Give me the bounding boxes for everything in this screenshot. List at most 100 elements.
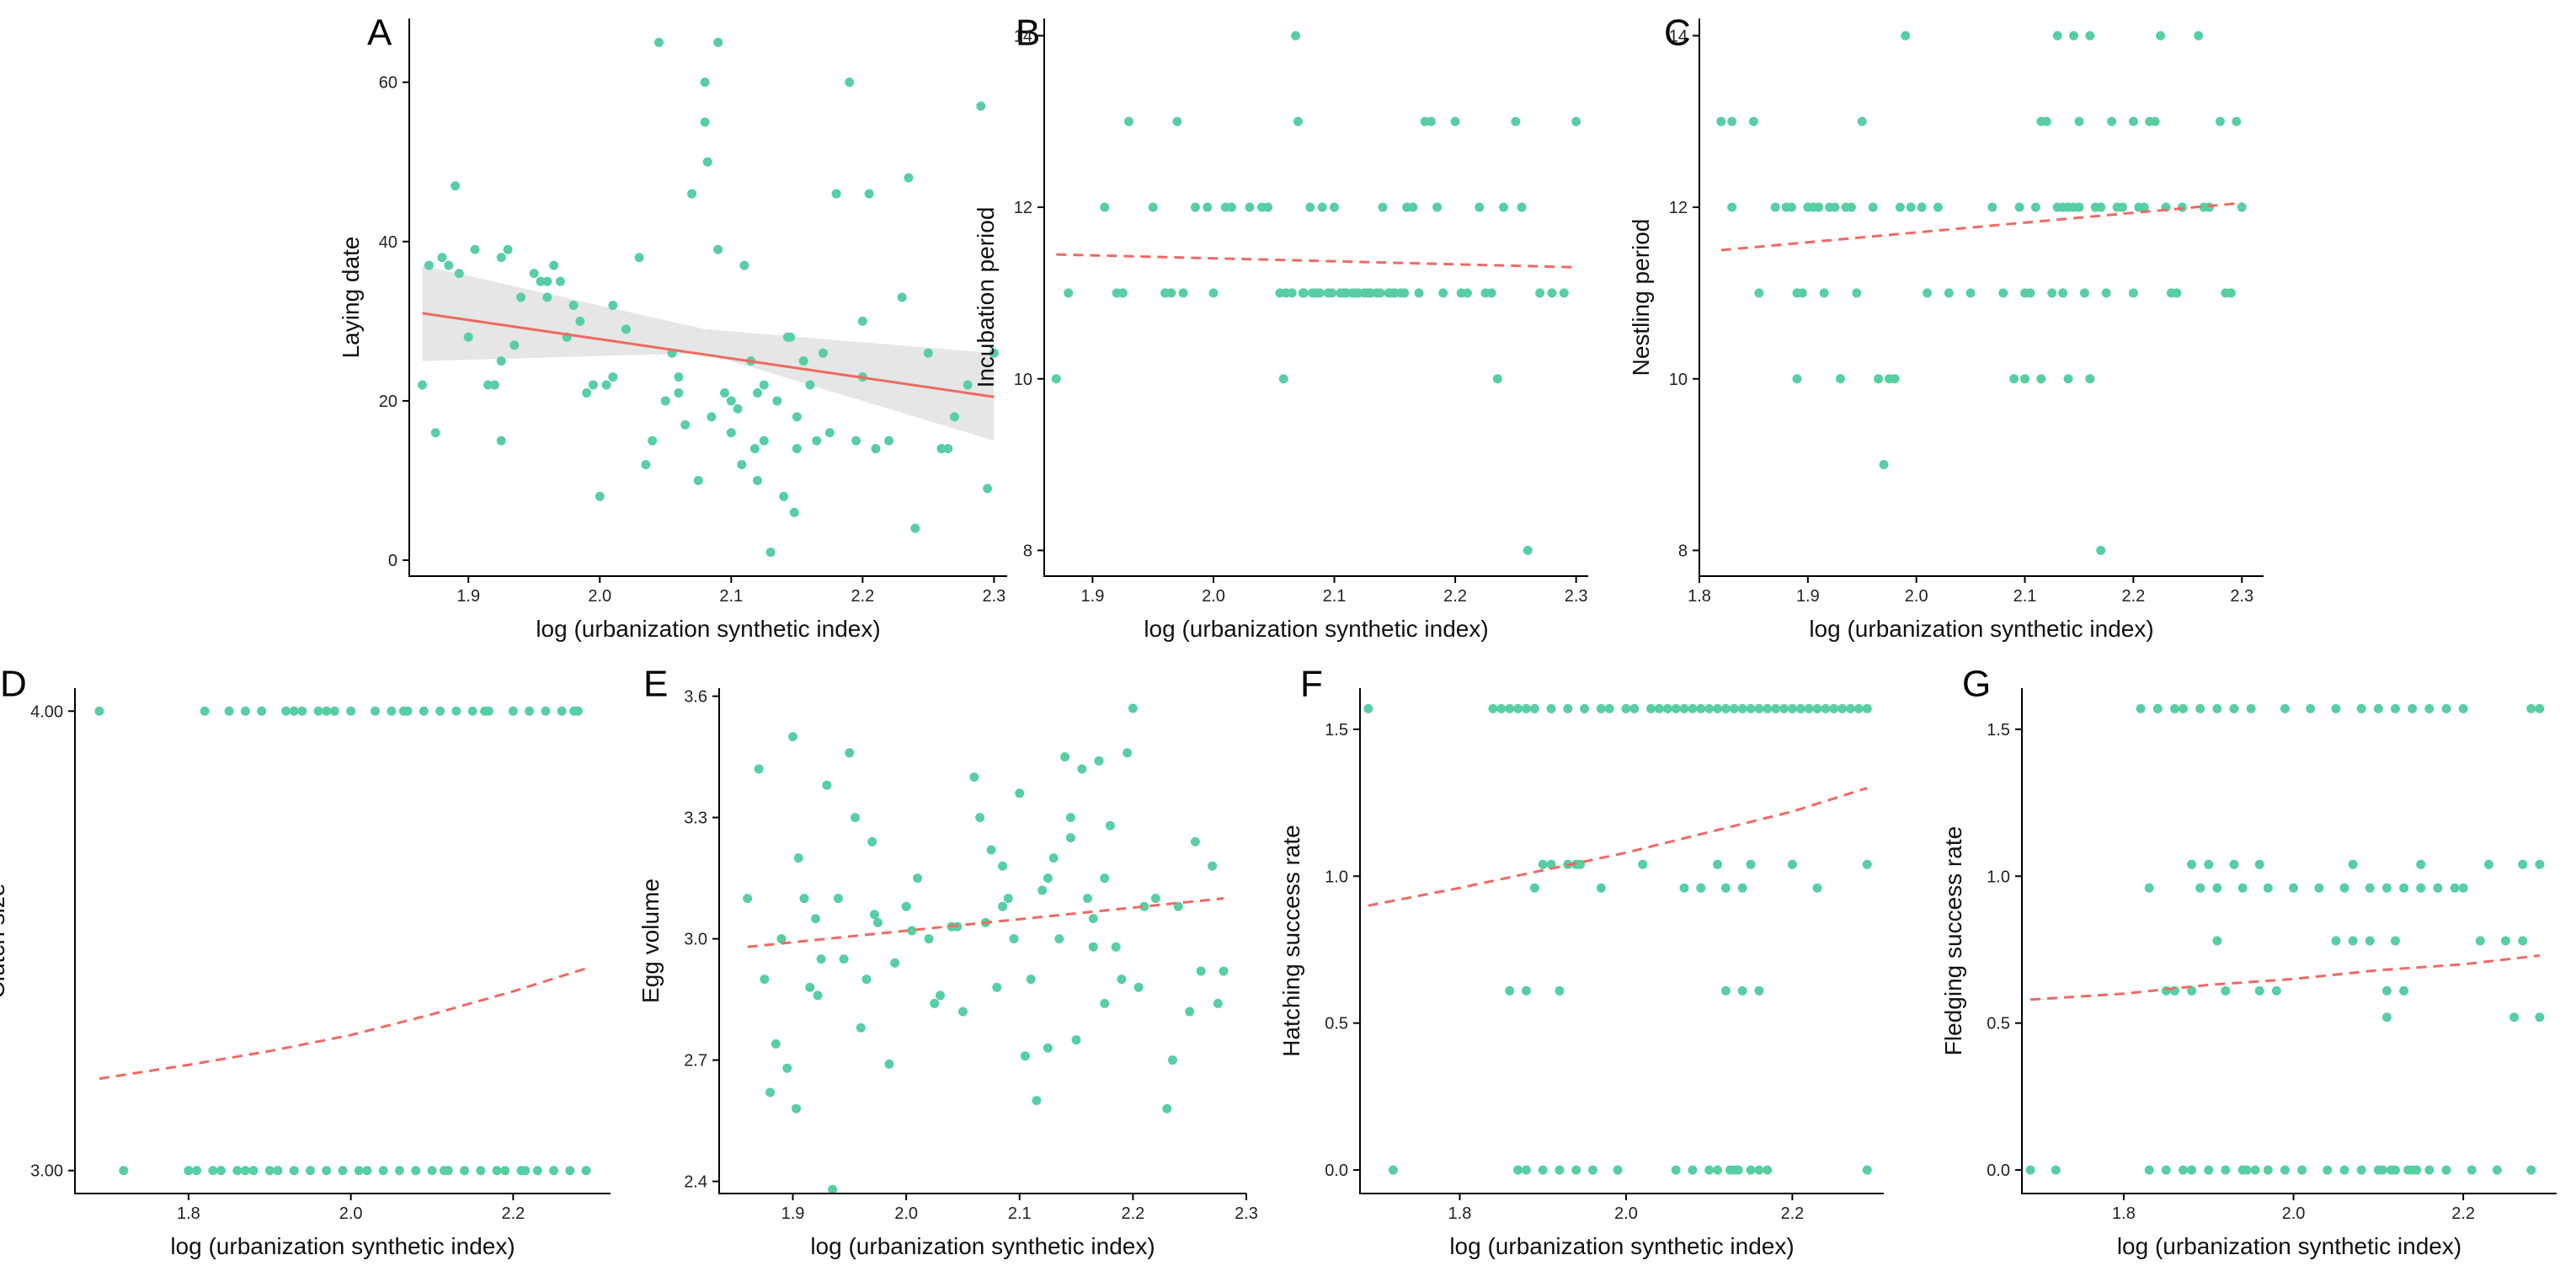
data-point [1529,883,1539,893]
data-point [2161,985,2171,996]
data-point [1505,985,1515,996]
data-point [789,507,799,517]
data-point [305,1166,315,1176]
data-point [483,380,493,390]
data-point [1621,703,1631,713]
data-point [257,706,267,716]
x-tick-label: 2.2 [501,1204,525,1223]
axis-lines [1699,19,2264,577]
data-point [329,706,339,716]
data-point [1713,703,1723,713]
data-point [998,861,1008,871]
data-point [1245,202,1255,212]
data-point [1688,703,1698,713]
data-point [792,412,802,422]
data-point [1278,374,1288,384]
data-points [2025,703,2545,1175]
panel-f: F 1.8 2.0 2.2 0.0 0.5 1.0 1.5 log (urbanization … [1278,664,1884,1259]
data-point [1203,202,1213,212]
data-point [240,1166,250,1176]
data-point [1291,30,1301,40]
data-point [240,706,250,716]
x-tick-label: 2.2 [851,587,874,606]
data-point [444,260,454,270]
data-point [1857,116,1867,126]
data-point [569,706,579,716]
data-point [833,894,843,904]
data-point [1486,288,1496,298]
data-point [1450,116,1460,126]
data-point [1162,1103,1172,1113]
x-axis-title: log (urbanization synthetic index) [1144,616,1488,642]
data-point [1172,116,1182,126]
data-point [1596,703,1606,713]
data-point [1513,703,1523,713]
data-point [1123,748,1133,758]
data-point [871,444,881,454]
data-point [601,380,611,390]
data-point [2014,202,2024,212]
data-point [812,435,822,446]
data-point [529,269,539,279]
data-point [1812,883,1822,893]
data-point [1716,116,1726,126]
x-tick-label: 2.1 [1008,1204,1032,1223]
axis-lines [2021,688,2557,1194]
data-point [2416,883,2426,893]
data-point [2047,288,2057,298]
data-point [2518,936,2528,946]
data-point [754,764,764,774]
data-point [1819,288,1829,298]
panel-letter: D [0,664,27,705]
data-point [1727,202,1737,212]
data-point [1298,288,1308,298]
data-point [1517,202,1527,212]
data-point [1196,966,1206,976]
data-point [354,1166,364,1176]
y-tick-label: 0 [388,552,397,570]
data-point [1737,985,1747,996]
axis-lines [718,688,1246,1194]
data-point [2212,936,2222,946]
data-point [753,476,763,486]
data-point [608,300,618,310]
y-tick-label: 12 [1669,199,1688,217]
data-point [2036,374,2046,384]
data-point [451,181,461,191]
x-tick-label: 1.9 [1796,587,1820,606]
data-point [1521,985,1531,996]
data-point [707,412,717,422]
data-point [792,1103,802,1113]
data-point [1117,975,1127,985]
fit-line [2029,953,2541,1001]
data-point [700,117,710,127]
data-point [1488,703,1498,713]
data-point [2254,985,2264,996]
data-point [582,387,592,398]
data-point [1830,202,1840,212]
data-point [2144,1165,2154,1175]
y-tick-label: 2.4 [684,1173,707,1192]
data-point [2365,936,2375,946]
data-point [1547,288,1557,298]
data-point [1868,202,1878,212]
data-point [2187,985,2197,996]
data-point [1571,1165,1581,1175]
data-points [1363,703,1872,1175]
data-point [608,372,618,382]
data-points [1051,30,1581,555]
data-point [2212,883,2222,893]
fit-line [1368,787,1868,907]
data-point [1462,288,1472,298]
fit-line [99,967,587,1081]
x-axis-title: log (urbanization synthetic index) [1449,1233,1794,1259]
data-point [208,1166,218,1176]
data-point [1438,288,1448,298]
data-point [1696,883,1706,893]
data-point [1227,202,1237,212]
data-point [2424,1165,2435,1175]
data-point [1339,288,1349,298]
data-point [2205,202,2215,212]
data-point [743,894,753,904]
y-tick-label: 14 [1014,27,1032,45]
